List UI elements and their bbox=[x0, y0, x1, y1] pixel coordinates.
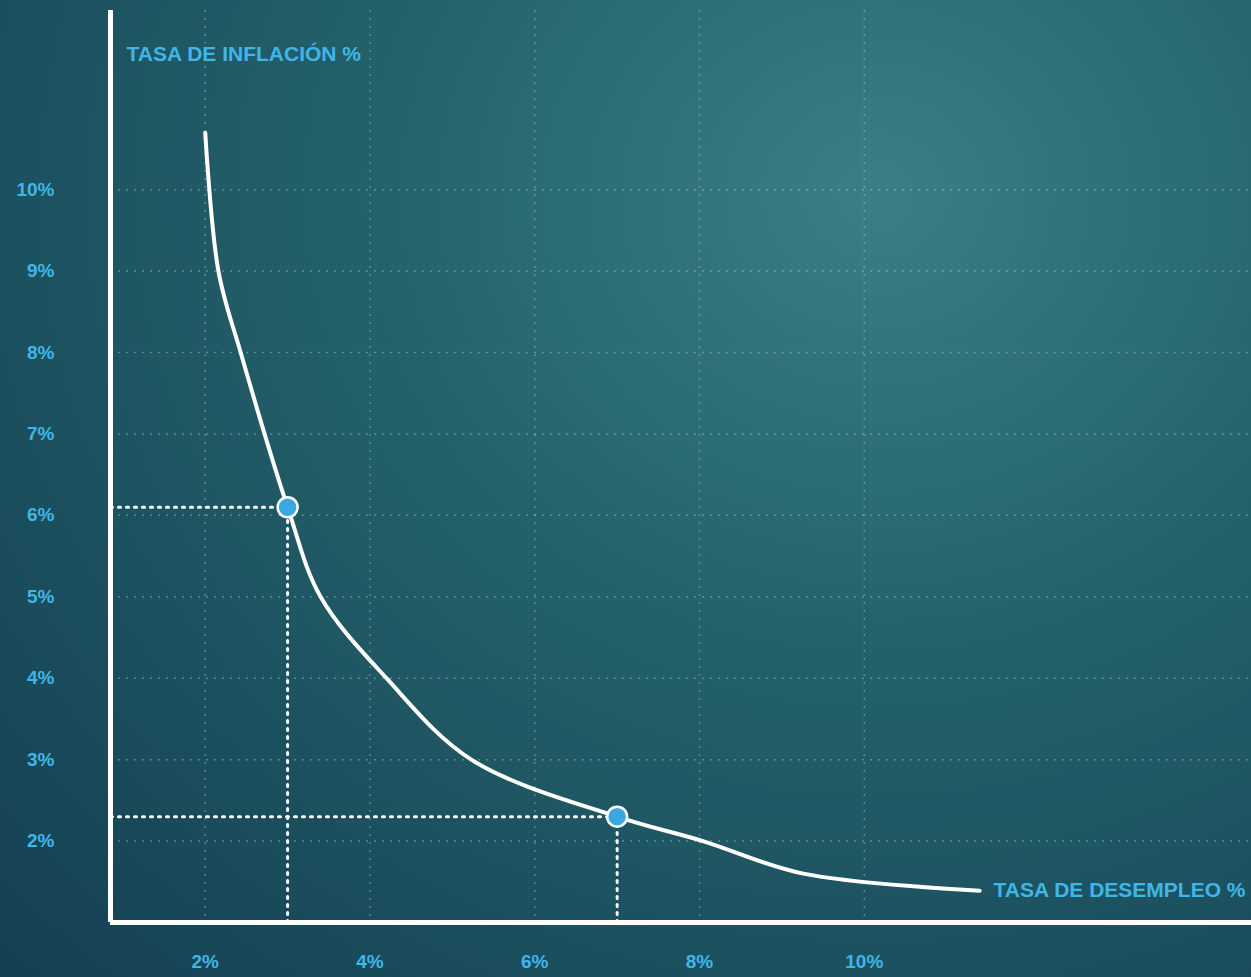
svg-text:8%: 8% bbox=[686, 951, 714, 972]
svg-text:6%: 6% bbox=[521, 951, 549, 972]
svg-text:10%: 10% bbox=[16, 179, 54, 200]
svg-text:TASA DE DESEMPLEO %: TASA DE DESEMPLEO % bbox=[993, 878, 1245, 901]
svg-text:4%: 4% bbox=[27, 667, 55, 688]
svg-text:6%: 6% bbox=[27, 504, 55, 525]
svg-text:5%: 5% bbox=[27, 586, 55, 607]
svg-text:10%: 10% bbox=[845, 951, 883, 972]
svg-text:2%: 2% bbox=[192, 951, 220, 972]
svg-text:TASA DE INFLACIÓN %: TASA DE INFLACIÓN % bbox=[127, 42, 362, 65]
svg-text:9%: 9% bbox=[27, 260, 55, 281]
svg-text:3%: 3% bbox=[27, 749, 55, 770]
svg-text:2%: 2% bbox=[27, 830, 55, 851]
svg-text:4%: 4% bbox=[356, 951, 384, 972]
svg-text:7%: 7% bbox=[27, 423, 55, 444]
svg-text:8%: 8% bbox=[27, 342, 55, 363]
